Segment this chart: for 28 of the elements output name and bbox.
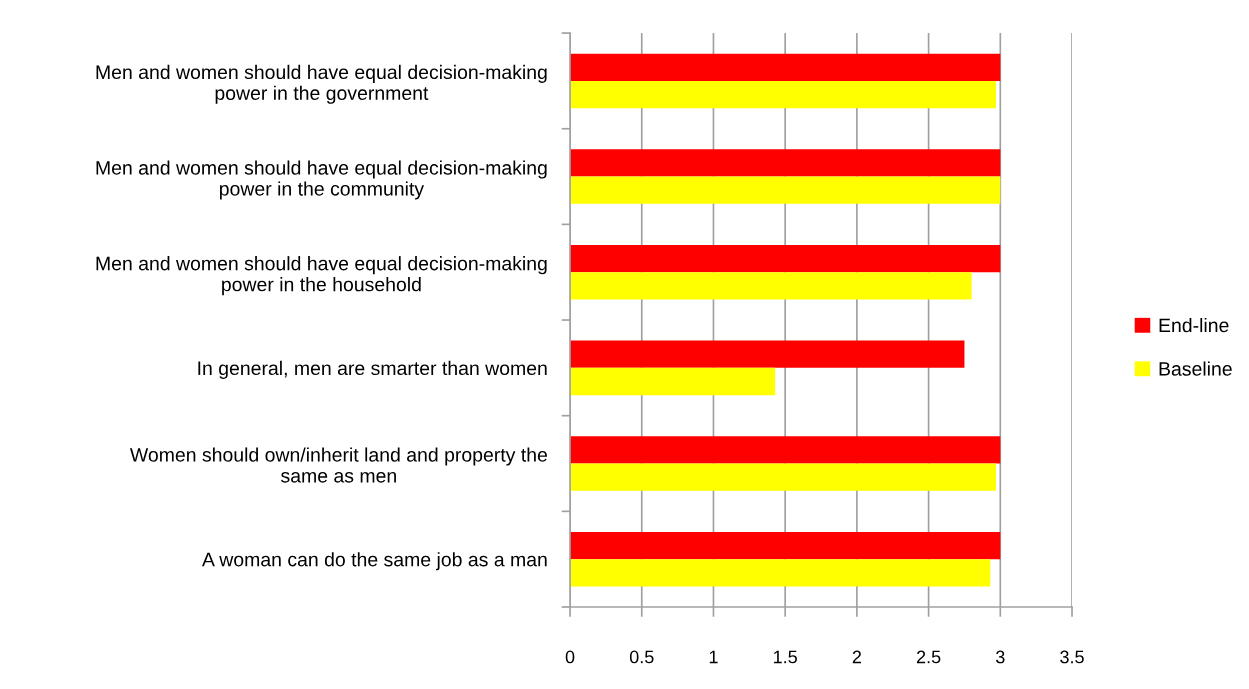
x-tick-label: 2.5 [916,650,941,664]
bar [570,559,991,587]
y-tick-label: Men and women should have equal decision-making power in the community [96,160,547,200]
y-tick-label: Men and women should have equal decision-making power in the government [96,64,547,104]
bar [570,367,776,396]
x-tick-label: 0 [565,650,575,664]
legend-label: End-line [1159,317,1229,333]
y-tick-label: In general, men are smarter than women [198,360,547,379]
y-tick-label: Men and women should have equal decision-making power in the household [96,256,547,296]
bar [570,436,1001,464]
bar [570,244,1001,273]
bar [570,80,996,109]
x-tick-label: 1 [709,650,718,664]
y-tick-label: Women should own/inherit land and property the same as men [129,447,547,483]
bar [570,149,1001,177]
x-tick-label: 1.5 [774,650,797,664]
x-tick-label: 3.5 [1060,650,1084,664]
bar [570,463,996,491]
bar [570,53,1001,81]
x-tick-label: 3 [995,650,1005,664]
y-tick-label: A woman can do the same job as a man [202,552,547,571]
bar [570,531,1001,560]
x-tick-label: 0.5 [629,650,654,664]
bar [570,340,965,368]
bar [570,176,1001,204]
x-tick-label: 2 [852,650,861,664]
bar [570,272,972,300]
legend-label: Baseline [1159,361,1232,376]
